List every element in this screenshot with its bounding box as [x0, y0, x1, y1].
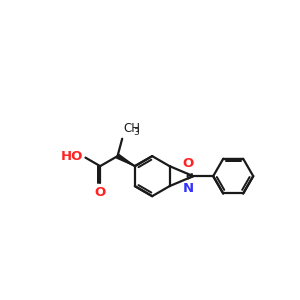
- Text: O: O: [94, 186, 106, 199]
- Text: O: O: [182, 157, 194, 170]
- Text: N: N: [182, 182, 194, 195]
- Text: CH: CH: [124, 122, 141, 135]
- Text: 3: 3: [133, 128, 139, 137]
- Polygon shape: [116, 154, 135, 166]
- Text: HO: HO: [61, 150, 83, 164]
